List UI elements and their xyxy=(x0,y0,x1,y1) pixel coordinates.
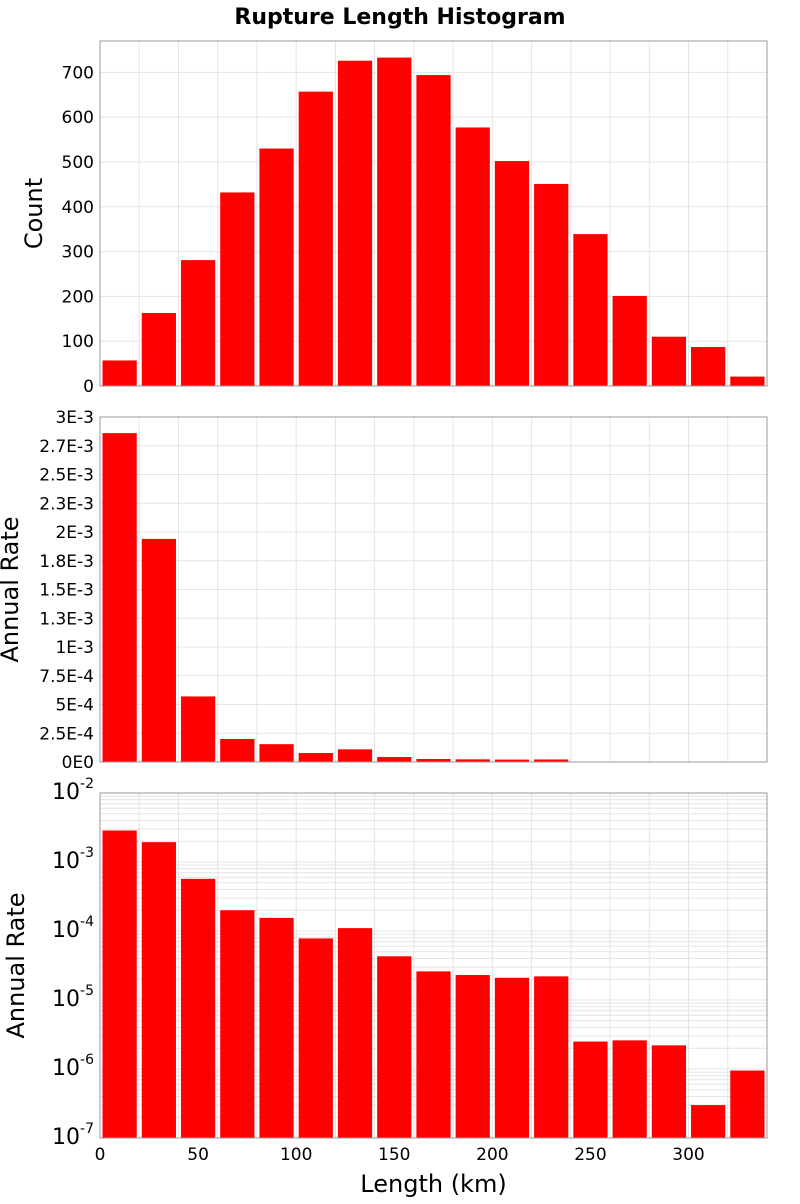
bar xyxy=(299,92,333,386)
y-tick-label: 100 xyxy=(62,332,94,352)
y-tick-label: 10-7 xyxy=(52,1121,94,1150)
bar xyxy=(259,149,293,386)
bar xyxy=(573,1042,607,1138)
y-tick-label: 2.3E-3 xyxy=(39,494,94,514)
bar xyxy=(730,377,764,386)
bar xyxy=(613,1040,647,1138)
bar xyxy=(456,127,490,386)
y-tick-label: 3E-3 xyxy=(55,408,94,428)
bar xyxy=(377,956,411,1138)
y-tick-label: 300 xyxy=(62,243,94,263)
y-tick-label: 200 xyxy=(62,287,94,307)
bar xyxy=(613,296,647,386)
x-tick-label: 200 xyxy=(476,1145,508,1165)
y-tick-label: 2.5E-4 xyxy=(39,724,94,744)
bar xyxy=(220,739,254,762)
bar xyxy=(299,753,333,762)
bar xyxy=(220,192,254,386)
bar xyxy=(495,978,529,1138)
y-tick-label: 700 xyxy=(62,63,94,83)
bar xyxy=(259,744,293,762)
y-tick-label: 0 xyxy=(83,377,94,397)
bar xyxy=(377,757,411,762)
x-tick-label: 150 xyxy=(378,1145,410,1165)
y-tick-label: 1.3E-3 xyxy=(39,609,94,629)
bar xyxy=(103,831,137,1138)
y-axis-label: Count xyxy=(20,178,48,249)
bar xyxy=(534,184,568,386)
y-tick-label: 5E-4 xyxy=(55,696,94,716)
bar xyxy=(691,1105,725,1138)
x-axis-label: Length (km) xyxy=(360,1170,506,1198)
y-tick-label: 0E0 xyxy=(62,753,94,773)
x-tick-label: 250 xyxy=(574,1145,606,1165)
bar xyxy=(220,910,254,1138)
x-tick-label: 0 xyxy=(95,1145,106,1165)
y-tick-label: 2.7E-3 xyxy=(39,437,94,457)
y-tick-label: 1E-3 xyxy=(55,638,94,658)
bar xyxy=(534,976,568,1138)
y-axis-label: Annual Rate xyxy=(2,892,30,1038)
bar xyxy=(103,360,137,386)
bar xyxy=(338,928,372,1138)
bar xyxy=(416,971,450,1138)
x-tick-label: 300 xyxy=(672,1145,704,1165)
y-tick-label: 10-6 xyxy=(52,1052,94,1081)
bar xyxy=(259,918,293,1138)
bar xyxy=(691,347,725,386)
y-tick-label: 10-3 xyxy=(52,845,94,874)
bar xyxy=(652,337,686,386)
y-tick-label: 10-4 xyxy=(52,914,94,943)
bar xyxy=(495,161,529,386)
bar xyxy=(181,696,215,762)
y-tick-label: 500 xyxy=(62,153,94,173)
y-tick-label: 2.5E-3 xyxy=(39,466,94,486)
y-tick-label: 10-5 xyxy=(52,983,94,1012)
bar xyxy=(730,1071,764,1138)
y-tick-label: 600 xyxy=(62,108,94,128)
x-tick-label: 100 xyxy=(280,1145,312,1165)
bar xyxy=(181,879,215,1138)
x-tick-label: 50 xyxy=(187,1145,209,1165)
bar xyxy=(142,842,176,1138)
y-tick-label: 400 xyxy=(62,198,94,218)
y-tick-label: 2E-3 xyxy=(55,523,94,543)
bar xyxy=(142,313,176,386)
bar xyxy=(299,938,333,1138)
y-tick-label: 10-2 xyxy=(52,776,94,805)
y-axis-label: Annual Rate xyxy=(0,516,24,662)
figure-title: Rupture Length Histogram xyxy=(234,5,565,30)
bar xyxy=(456,975,490,1138)
bar xyxy=(181,260,215,386)
y-tick-label: 1.8E-3 xyxy=(39,552,94,572)
y-tick-label: 1.5E-3 xyxy=(39,581,94,601)
y-tick-label: 7.5E-4 xyxy=(39,667,94,687)
bar xyxy=(103,433,137,762)
bar xyxy=(416,75,450,386)
bar xyxy=(142,539,176,762)
bar xyxy=(573,234,607,386)
bar xyxy=(338,749,372,762)
bar xyxy=(377,58,411,386)
bar xyxy=(652,1045,686,1138)
bar xyxy=(338,61,372,386)
